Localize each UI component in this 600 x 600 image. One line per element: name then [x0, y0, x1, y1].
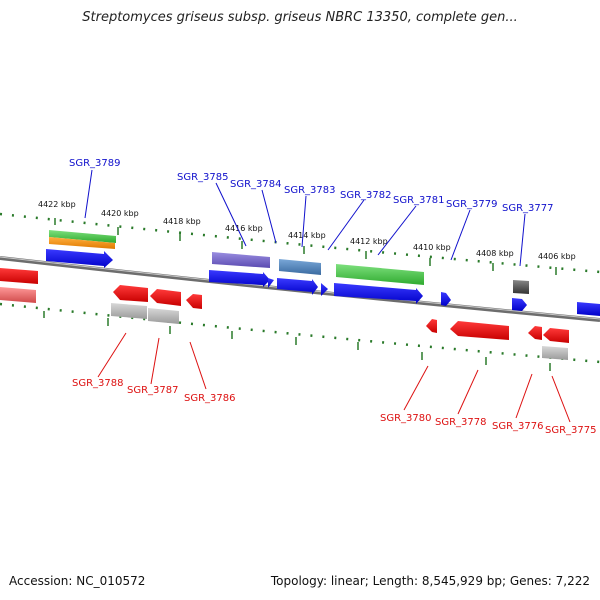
gene-arrow — [277, 278, 318, 295]
top-ruler-dots — [0, 212, 600, 274]
ruler-label: 4414 kbp — [288, 231, 326, 240]
gene-label-sgr-3789: SGR_3789 — [69, 158, 121, 169]
gene-arrow — [512, 298, 527, 311]
gene-label-sgr-3780: SGR_3780 — [380, 413, 432, 424]
gene-label-sgr-3785: SGR_3785 — [177, 172, 229, 183]
gene-arrow — [113, 285, 148, 302]
forward-gene-labels — [84, 169, 526, 267]
gene-arrow — [543, 328, 569, 343]
feature-bar — [111, 303, 147, 319]
gene-arrow — [268, 278, 274, 288]
gene-label-sgr-3775: SGR_3775 — [545, 425, 597, 436]
gene-label-sgr-3779: SGR_3779 — [446, 199, 498, 210]
bottom-ruler-ticks — [43, 311, 551, 371]
ruler-labels: 4422 kbp 4420 kbp 4418 kbp 4416 kbp 4414… — [38, 200, 576, 261]
feature-bar — [212, 252, 270, 268]
feature-bar — [513, 280, 529, 294]
forward-gene-label-text: SGR_3789 SGR_3785 SGR_3784 SGR_3783 SGR_… — [69, 158, 554, 214]
gene-label-sgr-3782: SGR_3782 — [340, 190, 392, 201]
feature-bar — [49, 237, 115, 249]
gene-arrow — [150, 289, 181, 306]
gene-arrow — [577, 302, 600, 316]
gene-label-sgr-3777: SGR_3777 — [502, 203, 554, 214]
gene-arrow — [186, 294, 202, 309]
reverse-gene-label-text: SGR_3788 SGR_3787 SGR_3786 SGR_3780 SGR_… — [72, 378, 597, 436]
feature-bar — [0, 287, 36, 303]
feature-bar — [279, 259, 321, 275]
ruler-label: 4412 kbp — [350, 237, 388, 246]
gene-arrow — [0, 268, 38, 284]
ruler-label: 4420 kbp — [101, 209, 139, 218]
gene-arrow — [528, 326, 542, 340]
gene-arrow — [321, 283, 328, 296]
gene-arrow — [46, 249, 113, 268]
ruler-label: 4416 kbp — [225, 224, 263, 233]
feature-bar — [49, 230, 116, 243]
gene-arrow — [441, 292, 451, 306]
gene-label-sgr-3788: SGR_3788 — [72, 378, 124, 389]
gene-label-sgr-3783: SGR_3783 — [284, 185, 336, 196]
gene-label-sgr-3787: SGR_3787 — [127, 385, 179, 396]
reverse-features — [0, 268, 569, 360]
reverse-gene-labels — [97, 332, 571, 423]
ruler-label: 4410 kbp — [413, 243, 451, 252]
ruler-label: 4408 kbp — [476, 249, 514, 258]
gene-arrow — [209, 270, 270, 287]
gene-label-sgr-3778: SGR_3778 — [435, 417, 487, 428]
gene-label-sgr-3784: SGR_3784 — [230, 179, 282, 190]
feature-bar — [542, 346, 568, 360]
bottom-ruler-dots — [0, 302, 600, 364]
ruler-label: 4422 kbp — [38, 200, 76, 209]
gene-label-sgr-3786: SGR_3786 — [184, 393, 236, 404]
gene-label-sgr-3776: SGR_3776 — [492, 421, 544, 432]
gene-arrow — [334, 283, 423, 304]
topology-summary: Topology: linear; Length: 8,545,929 bp; … — [270, 574, 590, 588]
ruler-label: 4406 kbp — [538, 252, 576, 261]
ruler-label: 4418 kbp — [163, 217, 201, 226]
gene-arrow — [450, 321, 509, 340]
feature-bar — [148, 308, 179, 324]
accession-text: Accession: NC_010572 — [9, 574, 146, 588]
top-ruler-ticks — [54, 218, 557, 275]
map-title: Streptomyces griseus subsp. griseus NBRC… — [82, 10, 518, 25]
feature-bar — [336, 264, 424, 285]
gene-label-sgr-3781: SGR_3781 — [393, 195, 445, 206]
gene-arrow — [426, 319, 437, 333]
forward-features — [46, 230, 600, 316]
